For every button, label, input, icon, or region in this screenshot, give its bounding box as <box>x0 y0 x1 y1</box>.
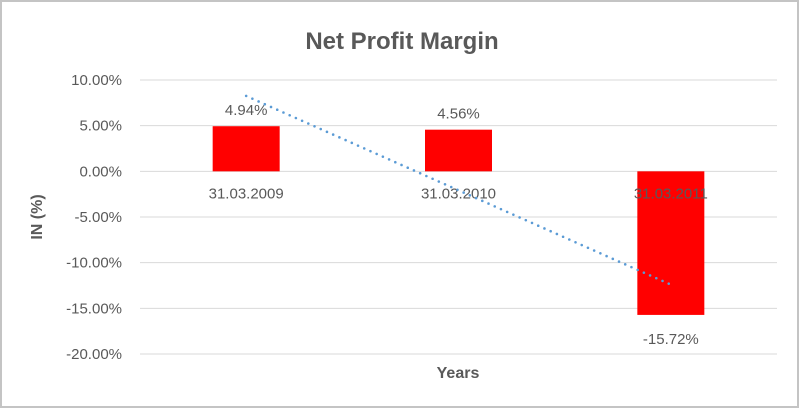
bar <box>212 126 280 172</box>
chart-title: Net Profit Margin <box>305 28 498 55</box>
trendline-layer <box>244 94 673 286</box>
category-label: 31.03.2011 <box>634 185 708 202</box>
y-tick-label: -5.00% <box>74 209 122 226</box>
category-label: 31.03.2010 <box>421 185 496 202</box>
data-label: -15.72% <box>643 331 699 348</box>
y-tick-label: -20.00% <box>66 346 122 363</box>
y-tick-label: -10.00% <box>66 255 122 272</box>
y-axis-title: IN (%) <box>29 194 46 239</box>
trendline <box>244 94 673 286</box>
x-axis-title: Years <box>437 365 480 382</box>
bar <box>425 129 492 172</box>
bar-layer <box>212 126 705 315</box>
bar <box>637 171 705 315</box>
y-tick-layer: 10.00% 5.00% 0.00% -5.00% -10.00% -15.00% -20.… <box>66 72 122 363</box>
data-label: 4.94% <box>225 102 268 119</box>
y-tick-label: 0.00% <box>79 163 122 180</box>
y-tick-label: -15.00% <box>66 300 122 317</box>
data-label: 4.56% <box>437 106 480 123</box>
category-label: 31.03.2009 <box>209 185 284 202</box>
y-tick-label: 5.00% <box>79 118 122 135</box>
label-layer: 31.03.2009 31.03.2010 31.03.2011 4.94% 4.56%… <box>209 102 708 348</box>
y-tick-label: 10.00% <box>71 72 122 89</box>
